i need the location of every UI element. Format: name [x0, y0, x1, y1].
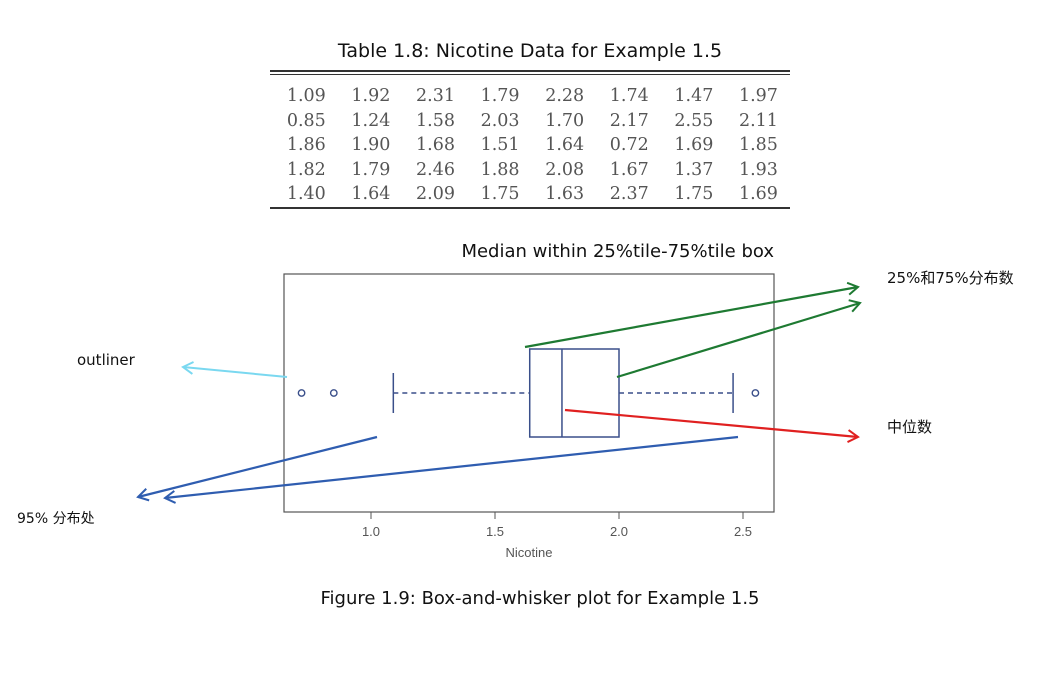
table-cell: 1.69 — [738, 184, 778, 205]
table-cell: 1.63 — [545, 184, 585, 205]
table-cell: 1.86 — [286, 135, 326, 156]
table-cell: 1.51 — [480, 135, 520, 156]
table-cell: 0.72 — [609, 135, 649, 156]
table-cell: 1.79 — [351, 159, 391, 180]
table-bottom-rule — [270, 207, 790, 209]
table-row: 1.86 1.90 1.68 1.51 1.64 0.72 1.69 1.85 — [274, 133, 791, 158]
x-axis-label: Nicotine — [506, 545, 553, 560]
x-tick-label: 1.0 — [362, 524, 380, 539]
table-cell: 1.70 — [545, 110, 585, 131]
x-tick-label: 1.5 — [486, 524, 504, 539]
q1-arrow — [524, 281, 860, 349]
median-arrow — [564, 408, 860, 443]
table-row: 1.40 1.64 2.09 1.75 1.63 2.37 1.75 1.69 — [274, 182, 791, 207]
table-cell: 2.46 — [416, 159, 455, 180]
whisker-high-arrow — [163, 435, 739, 504]
table-cell: 1.67 — [609, 159, 649, 180]
table-cell: 2.37 — [609, 184, 649, 205]
table-cell: 1.64 — [351, 184, 391, 205]
table-cell: 1.92 — [351, 86, 391, 107]
annotation-whiskers: 95% 分布处 — [17, 511, 95, 527]
table-row: 1.09 1.92 2.31 1.79 2.28 1.74 1.47 1.97 — [274, 84, 791, 109]
table-cell: 2.31 — [416, 86, 455, 107]
annotation-median: 中位数 — [887, 418, 933, 436]
table-cell: 1.40 — [286, 184, 326, 205]
figure-caption: Figure 1.9: Box-and-whisker plot for Exa… — [320, 588, 760, 609]
table-cell: 2.11 — [738, 110, 778, 131]
table-cell: 1.47 — [674, 86, 714, 107]
x-tick-label: 2.5 — [734, 524, 752, 539]
table-cell: 1.74 — [609, 86, 649, 107]
outliner-arrow — [181, 361, 288, 378]
table-cell: 1.75 — [480, 184, 520, 205]
table-cell: 1.69 — [674, 135, 714, 156]
table-cell: 1.93 — [738, 159, 778, 180]
plot-frame — [283, 273, 775, 513]
table-top-rule — [270, 70, 790, 72]
nicotine-table: 1.09 1.92 2.31 1.79 2.28 1.74 1.47 1.97 0.85 1.24… — [274, 84, 791, 207]
table-cell: 1.97 — [738, 86, 778, 107]
table-cell: 0.85 — [286, 110, 326, 131]
plot-title: Median within 25%tile-75%tile box — [461, 241, 774, 262]
table-row: 0.85 1.24 1.58 2.03 1.70 2.17 2.55 2.11 — [274, 109, 791, 134]
table-cell: 2.08 — [545, 159, 585, 180]
table-cell: 1.68 — [416, 135, 455, 156]
table-cell: 2.55 — [674, 110, 714, 131]
table-cell: 1.88 — [480, 159, 520, 180]
table-cell: 1.64 — [545, 135, 585, 156]
whisker-low-arrow — [136, 435, 378, 502]
table-cell: 1.82 — [286, 159, 326, 180]
table-cell: 1.75 — [674, 184, 714, 205]
table-cell: 2.03 — [480, 110, 520, 131]
table-cell: 1.85 — [738, 135, 778, 156]
outlier-point — [751, 389, 760, 397]
table-cell: 1.58 — [416, 110, 455, 131]
table-cell: 1.24 — [351, 110, 391, 131]
table-cell: 2.09 — [416, 184, 455, 205]
table-top-rule-2 — [270, 74, 790, 75]
table-cell: 2.28 — [545, 86, 585, 107]
x-tick-label: 2.0 — [610, 524, 628, 539]
iqr-box — [528, 348, 620, 438]
table-title: Table 1.8: Nicotine Data for Example 1.5 — [337, 40, 723, 62]
table-row: 1.82 1.79 2.46 1.88 2.08 1.67 1.37 1.93 — [274, 158, 791, 183]
table-cell: 2.17 — [609, 110, 649, 131]
annotation-outliner: outliner — [77, 351, 135, 369]
table-cell: 1.79 — [480, 86, 520, 107]
q3-arrow — [616, 299, 862, 379]
table-cell: 1.37 — [674, 159, 714, 180]
outlier-point — [329, 389, 338, 397]
table-cell: 1.90 — [351, 135, 391, 156]
annotation-quartiles: 25%和75%分布数 — [887, 269, 1014, 287]
outlier-point — [297, 389, 306, 397]
table-cell: 1.09 — [286, 86, 326, 107]
